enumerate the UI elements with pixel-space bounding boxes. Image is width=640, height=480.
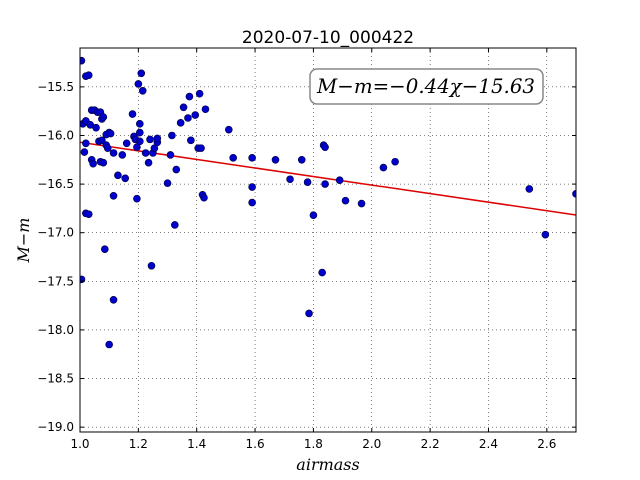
data-point [318, 268, 326, 277]
y-tick-label: −17.5 [37, 274, 74, 288]
data-point [101, 245, 109, 254]
fit-line [80, 141, 576, 216]
data-point [109, 191, 118, 200]
data-point [128, 110, 137, 118]
data-point [98, 136, 106, 145]
data-point [136, 128, 144, 137]
data-point [82, 139, 90, 148]
data-point [99, 113, 108, 121]
data-point [201, 105, 210, 114]
data-point [109, 149, 118, 157]
x-tick-label: 1.0 [70, 437, 89, 451]
data-point [309, 211, 318, 220]
data-point [248, 198, 256, 207]
data-point [168, 131, 176, 140]
fit-annotation: M−m=−0.44χ−15.63 [316, 74, 535, 98]
data-point [121, 174, 130, 183]
y-axis-label: M−m [14, 218, 33, 264]
data-point [136, 120, 144, 128]
data-point [187, 136, 195, 145]
data-point [179, 103, 188, 112]
x-tick-label: 1.4 [187, 437, 206, 451]
data-point [103, 144, 112, 152]
data-point [197, 144, 205, 152]
data-point [137, 69, 146, 78]
data-points [80, 56, 576, 349]
fit-annotation-box: M−m=−0.44χ−15.63 [309, 68, 544, 105]
data-point [80, 56, 86, 65]
data-point [176, 119, 185, 127]
data-point [136, 137, 144, 146]
data-point [357, 199, 366, 208]
data-point [80, 148, 89, 156]
data-point [89, 159, 97, 168]
y-tick-label: −19.0 [37, 420, 74, 434]
data-point [229, 154, 237, 162]
data-point [191, 111, 200, 119]
data-point [146, 135, 154, 144]
data-point [84, 210, 93, 219]
y-tick-label: −17.0 [37, 226, 74, 240]
data-point [185, 92, 194, 101]
data-point [200, 193, 208, 202]
data-point [303, 178, 312, 186]
chart-title: 2020-07-10_000422 [242, 28, 414, 48]
data-point [163, 179, 172, 187]
data-point [138, 86, 147, 95]
data-point [84, 71, 93, 80]
data-point [171, 221, 179, 229]
data-point [572, 190, 576, 198]
data-point [321, 143, 329, 151]
data-point [248, 154, 256, 162]
axis-ticks: 1.0 1.2 1.4 1.6 1.8 2.0 2.2 2.4 2.6 −15.5 −16.0 −16… [37, 48, 576, 451]
data-point [225, 125, 233, 134]
data-point [105, 340, 113, 349]
data-point [297, 155, 306, 164]
data-point [286, 175, 294, 184]
y-tick-label: −16.5 [37, 177, 74, 191]
data-point [109, 295, 118, 304]
fit-line-group [80, 141, 576, 216]
data-point [118, 151, 127, 159]
data-point [184, 114, 192, 122]
data-point [541, 230, 550, 239]
data-point [147, 261, 156, 270]
data-point [99, 158, 108, 167]
data-point [525, 185, 534, 193]
data-point [335, 176, 344, 185]
data-point [341, 196, 350, 205]
data-point [92, 123, 100, 132]
x-tick-label: 1.8 [304, 437, 323, 451]
plot-frame [79, 47, 577, 433]
data-point [305, 309, 313, 318]
data-point [391, 157, 399, 166]
data-point [172, 165, 181, 174]
y-tick-label: −16.0 [37, 128, 74, 142]
data-point [153, 134, 162, 143]
y-tick-label: −18.5 [37, 372, 74, 386]
x-tick-label: 2.6 [537, 437, 556, 451]
data-point [133, 194, 141, 203]
data-point [195, 89, 204, 98]
x-tick-label: 1.6 [246, 437, 265, 451]
x-tick-label: 2.0 [362, 437, 381, 451]
data-point [134, 80, 143, 88]
y-tick-label: −15.5 [37, 80, 74, 94]
x-tick-label: 2.4 [479, 437, 498, 451]
data-point [114, 171, 122, 180]
data-point [321, 180, 329, 188]
data-point [248, 183, 256, 191]
x-tick-label: 1.2 [129, 437, 148, 451]
data-point [166, 151, 175, 159]
y-tick-label: −18.0 [37, 323, 74, 337]
x-axis-label: airmass [296, 455, 359, 474]
x-tick-label: 2.2 [421, 437, 440, 451]
data-point [106, 129, 115, 138]
data-point [379, 163, 388, 172]
data-point [144, 158, 153, 167]
data-point [122, 139, 131, 148]
data-point [141, 149, 150, 157]
data-point [271, 155, 280, 164]
